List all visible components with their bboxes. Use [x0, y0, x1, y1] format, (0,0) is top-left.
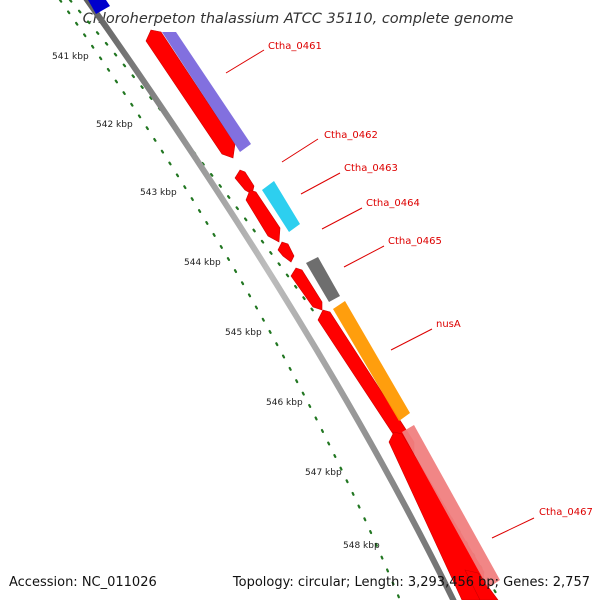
leader-line: [225, 49, 265, 74]
scale-label: 544 kbp: [184, 258, 221, 268]
gene-label-ctha-0461[interactable]: Ctha_0461: [268, 41, 322, 52]
leader-line: [390, 328, 433, 351]
cds-arrow-forward[interactable]: [290, 267, 323, 311]
gene-block-ctha-0461[interactable]: [162, 32, 251, 152]
genome-backbone: [83, 0, 457, 600]
tick-track-1: [58, 0, 402, 600]
leader-line: [300, 172, 341, 195]
gene-labels: Ctha_0461 Ctha_0462 Ctha_0463 Ctha_0464 …: [268, 41, 593, 518]
cds-arrow-forward[interactable]: [464, 569, 499, 600]
leader-line: [343, 245, 385, 268]
gene-label-ctha-0462[interactable]: Ctha_0462: [324, 130, 378, 141]
cds-arrow-forward[interactable]: [277, 241, 295, 263]
gene-label-ctha-0465[interactable]: Ctha_0465: [388, 236, 442, 247]
accession-text: Accession: NC_011026: [9, 575, 157, 590]
genome-title: Chloroherpeton thalassium ATCC 35110, co…: [83, 11, 514, 27]
gene-label-ctha-0464[interactable]: Ctha_0464: [366, 198, 420, 209]
leader-line: [491, 517, 535, 539]
gene-block-offscreen[interactable]: [88, 0, 110, 14]
scale-label: 548 kbp: [343, 541, 380, 551]
scale-label: 546 kbp: [266, 398, 303, 408]
scale-labels: 541 kbp 542 kbp 543 kbp 544 kbp 545 kbp …: [52, 52, 380, 551]
gene-label-ctha-0467[interactable]: Ctha_0467: [539, 507, 593, 518]
cds-arrow-forward[interactable]: [145, 29, 236, 159]
cds-arrow-forward[interactable]: [245, 189, 281, 243]
gene-features: [88, 0, 500, 600]
scale-label: 547 kbp: [305, 468, 342, 478]
label-leaders: [225, 49, 535, 539]
gene-block-ctha-0465[interactable]: [306, 257, 340, 302]
leader-line: [321, 207, 363, 230]
gene-block-nusa[interactable]: [333, 301, 410, 421]
scale-label: 542 kbp: [96, 120, 133, 130]
scale-label: 545 kbp: [225, 328, 262, 338]
gene-block-ctha-0463[interactable]: [262, 181, 300, 232]
gene-block-ctha-0467[interactable]: [402, 425, 500, 588]
gene-label-ctha-0463[interactable]: Ctha_0463: [344, 163, 398, 174]
gene-label-nusa[interactable]: nusA: [436, 319, 461, 330]
scale-label: 543 kbp: [140, 188, 177, 198]
scale-label: 541 kbp: [52, 52, 89, 62]
genome-summary-text: Topology: circular; Length: 3,293,456 bp…: [232, 575, 590, 590]
cds-arrow-forward[interactable]: [388, 431, 485, 600]
leader-line: [281, 138, 319, 163]
